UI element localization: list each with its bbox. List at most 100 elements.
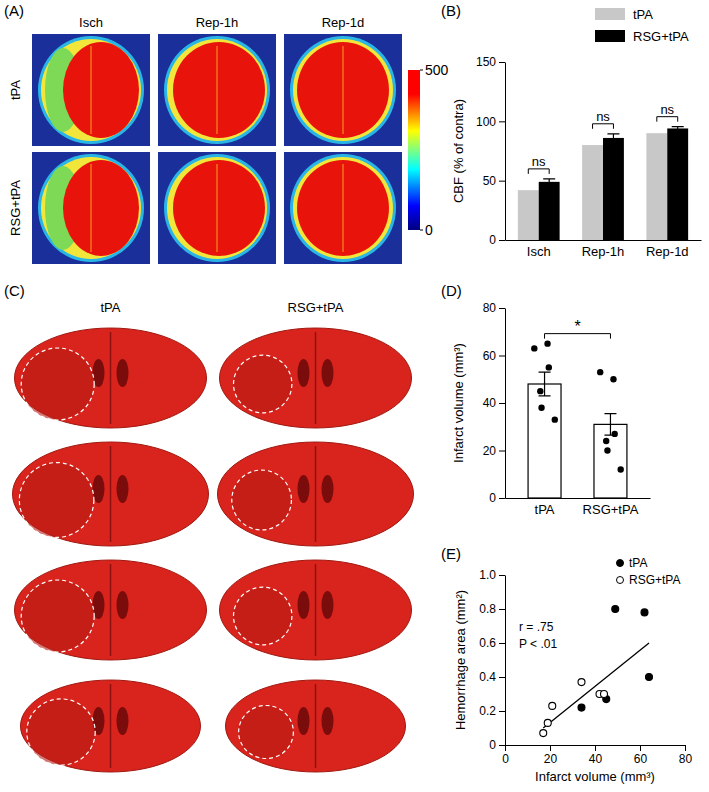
color-bar-tick: [420, 70, 423, 71]
midline: [315, 332, 317, 424]
midline: [110, 446, 112, 542]
annotation-bracket: [657, 117, 678, 122]
midline: [110, 684, 112, 768]
brain-edge: [293, 157, 393, 259]
panel-label: (A): [4, 2, 24, 19]
tick-label: RSG+tPA: [583, 502, 639, 517]
tick-mark: [499, 403, 505, 404]
panel-label: (D): [441, 282, 462, 299]
tick: 0: [489, 738, 505, 752]
tick-label: 0.6: [479, 636, 496, 650]
y-axis-line: [505, 63, 506, 241]
tick-label: Isch: [527, 244, 551, 259]
bar: [528, 384, 561, 498]
data-point: [578, 679, 585, 686]
tick: 0: [502, 745, 509, 766]
midline: [343, 46, 344, 134]
panel: (A)IschRep-1hRep-1dtPARSG+tPA0500: [4, 2, 449, 264]
legend-label: RSG+tPA: [629, 573, 680, 587]
tick-label: 0: [489, 738, 496, 752]
tick-mark: [499, 498, 505, 499]
midline: [217, 46, 218, 134]
midline: [343, 164, 344, 252]
perfused-region: [173, 160, 265, 256]
tick: 60: [483, 349, 505, 363]
tick-mark: [499, 308, 505, 309]
tick-label: 20: [544, 752, 558, 766]
ventricle: [298, 475, 310, 503]
y-axis-title: CBF (% of contra): [451, 99, 466, 203]
color-bar-tick: [420, 230, 423, 231]
tick-label: 80: [679, 752, 693, 766]
y-axis-title: Hemorrhage area (mm²): [453, 590, 468, 730]
error-bar: [543, 179, 555, 185]
infarct-outline: [27, 699, 95, 765]
brain-section: [220, 560, 412, 660]
section-tissue: [21, 680, 201, 772]
row-label: tPA: [8, 80, 23, 100]
ventricle: [298, 707, 310, 735]
annotation-bracket: [528, 169, 549, 174]
data-point: [597, 369, 603, 375]
brain-edge: [41, 157, 141, 259]
tick-mark: [499, 451, 505, 452]
tick-mark: [499, 356, 505, 357]
tick-label: Rep-1d: [646, 244, 689, 259]
tick-label: 0: [502, 752, 509, 766]
perfused-region: [297, 160, 389, 256]
tick: 80: [679, 745, 693, 766]
tick: Rep-1h: [582, 240, 625, 259]
perfused-region: [63, 42, 139, 138]
panel-label: (B): [441, 2, 461, 19]
tick-label: 0.4: [479, 670, 496, 684]
fit-line: [543, 643, 649, 728]
tick-label: 40: [483, 396, 497, 410]
brain-section: [220, 328, 412, 428]
brain-section: [21, 680, 201, 772]
infarct-outline: [21, 348, 94, 420]
column-label: tPA: [101, 300, 121, 315]
infarct-outline: [19, 463, 93, 538]
infarct-outline: [21, 580, 94, 652]
legend-label: tPA: [633, 7, 653, 22]
brain-section: [13, 442, 209, 546]
section-tissue: [220, 328, 412, 428]
figure: (A)IschRep-1hRep-1dtPARSG+tPA0500(B) 0 50 1…: [0, 0, 709, 792]
data-point: [610, 376, 616, 382]
tick-label: 60: [634, 752, 648, 766]
annotation-bracket: [593, 124, 614, 129]
x-axis: tPARSG+tPA: [506, 498, 651, 517]
tick-mark: [499, 609, 505, 610]
data-point: [612, 606, 619, 613]
y-axis: 020406080: [483, 301, 506, 505]
brain-rim: [164, 36, 270, 144]
tick-label: Rep-1h: [582, 244, 625, 259]
data-point: [641, 609, 648, 616]
section-tissue: [15, 560, 207, 660]
legend-label: RSG+tPA: [633, 29, 689, 44]
panel: (B)050100150IschRep-1hRep-1dCBF (% of co…: [441, 2, 702, 259]
tick-mark: [595, 745, 596, 751]
tick: 50: [483, 174, 505, 188]
panel-label: (C): [4, 282, 25, 299]
annotation: *: [574, 318, 580, 335]
ventricle: [117, 475, 129, 503]
bar: [603, 138, 624, 240]
annotation: ns: [596, 109, 610, 124]
legend-label: tPA: [629, 556, 647, 570]
data-point: [603, 438, 609, 444]
data-point: [578, 704, 585, 711]
bar: [582, 145, 603, 240]
data-point: [544, 719, 551, 726]
tick: 40: [589, 745, 603, 766]
tick: 0: [489, 491, 505, 505]
perfused-region: [173, 42, 265, 138]
tick: RSG+tPA: [583, 498, 639, 517]
data-point: [612, 431, 618, 437]
infarct-outline: [234, 355, 292, 413]
section-tissue: [13, 442, 209, 546]
legend-swatch: [595, 8, 625, 20]
tick: 100: [476, 115, 505, 129]
annotation: r = .75: [519, 620, 554, 634]
brain-rim: [38, 154, 144, 262]
